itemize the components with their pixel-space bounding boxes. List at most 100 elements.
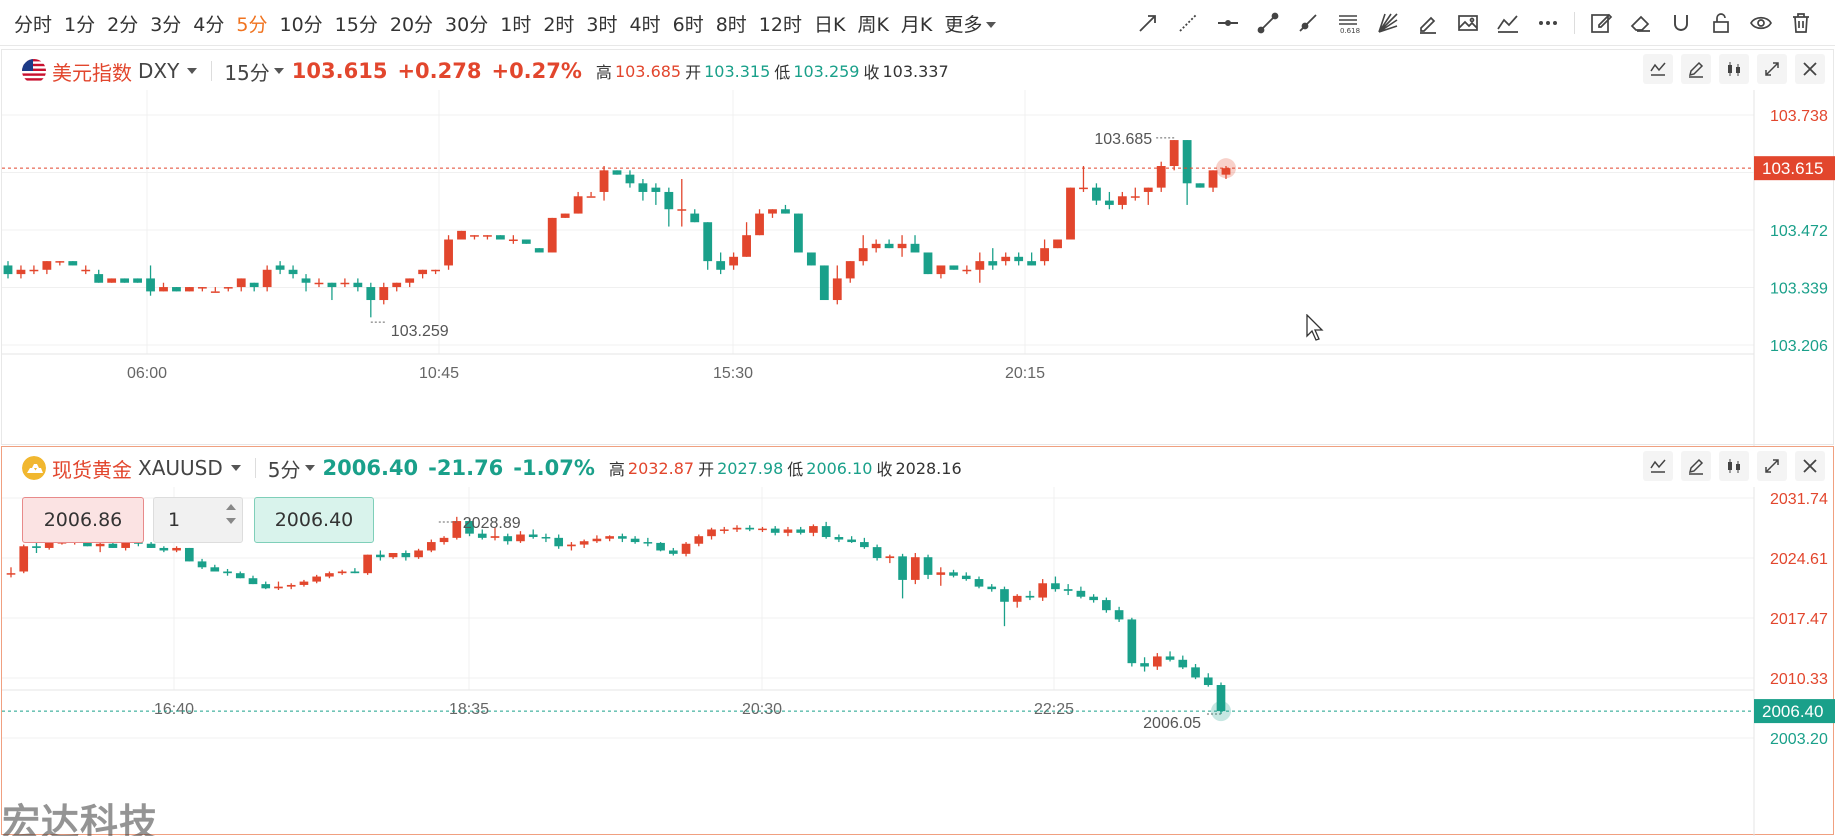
period-16[interactable]: 12时 (758, 13, 802, 36)
magnet-icon[interactable] (1661, 3, 1701, 43)
close-icon[interactable] (1795, 54, 1825, 84)
symbol-name: 美元指数 (52, 60, 132, 85)
buy-price-button[interactable]: 2006.40 (254, 497, 374, 543)
symbol-code[interactable]: DXY (138, 59, 180, 83)
increment-icon[interactable] (226, 504, 236, 510)
period-3[interactable]: 3分 (150, 13, 182, 36)
candle-body (312, 576, 322, 582)
candle-body (3, 265, 13, 275)
sell-price-button[interactable]: 2006.86 (22, 497, 144, 543)
maximize-icon[interactable] (1757, 451, 1787, 481)
candle-body (108, 543, 118, 548)
period-13[interactable]: 4时 (629, 13, 661, 36)
interval-selector[interactable]: 5分 (267, 457, 301, 482)
arrow-line-icon[interactable] (1128, 3, 1168, 43)
candle-style-icon[interactable] (1719, 451, 1749, 481)
current-price-badge (1754, 156, 1835, 181)
period-5[interactable]: 5分 (236, 13, 268, 36)
indicator-icon[interactable] (1643, 451, 1673, 481)
eye-icon[interactable] (1741, 3, 1781, 43)
candle-body (974, 579, 984, 587)
candle-body (1114, 610, 1124, 620)
candle-body (949, 572, 958, 576)
more-periods-dropdown[interactable]: 更多 (944, 10, 996, 37)
pane-controls (1635, 54, 1825, 84)
ray-icon[interactable] (1288, 3, 1328, 43)
candle-body (987, 586, 997, 590)
candle-body (1040, 248, 1050, 262)
dxy-candlestick-chart[interactable]: 103.738103.605103.472103.339103.20606:00… (2, 50, 1835, 446)
candle-style-icon[interactable] (1719, 54, 1749, 84)
more-dots-icon[interactable] (1528, 3, 1568, 43)
period-11[interactable]: 2时 (543, 13, 575, 36)
candle-body (586, 196, 596, 198)
candle-body (353, 282, 363, 288)
candle-body (452, 521, 462, 538)
symbol-dropdown-icon[interactable] (187, 68, 198, 74)
trend-wave-icon[interactable] (1488, 3, 1528, 43)
period-19[interactable]: 月K (900, 13, 933, 36)
candle-body (235, 573, 245, 579)
period-15[interactable]: 8时 (715, 13, 747, 36)
period-18[interactable]: 周K (857, 13, 889, 36)
interval-dropdown-icon[interactable] (273, 68, 284, 74)
pencil-icon[interactable] (1681, 54, 1711, 84)
period-0[interactable]: 分时 (14, 13, 53, 36)
y-tick-label: 103.738 (1770, 108, 1828, 125)
decrement-icon[interactable] (226, 518, 236, 524)
period-9[interactable]: 30分 (445, 13, 489, 36)
candle-body (95, 543, 105, 547)
close-icon[interactable] (1795, 451, 1825, 481)
dxy-chart-pane[interactable]: 103.738103.605103.472103.339103.20606:00… (1, 49, 1835, 446)
candle-body (729, 256, 739, 266)
candle-body (261, 584, 271, 589)
eraser-icon[interactable] (1621, 3, 1661, 43)
pencil-icon[interactable] (1681, 451, 1711, 481)
candle-body (477, 533, 487, 538)
lock-icon[interactable] (1701, 3, 1741, 43)
indicator-icon[interactable] (1643, 54, 1673, 84)
gold-chart-pane[interactable]: 2031.74 2024.61 2017.47 2010.33 2003.20 16:40… (1, 446, 1835, 836)
period-selector: 分时 1分 2分 3分 4分 5分 10分 15分 20分 30分 1时 2时 3时 4时 6时 8时 12时日… (14, 0, 1008, 46)
period-12[interactable]: 3时 (586, 13, 618, 36)
candle-body (936, 572, 946, 575)
trash-icon[interactable] (1781, 3, 1821, 43)
legend-divider (211, 61, 213, 81)
candle-body (819, 265, 829, 301)
interval-selector[interactable]: 15分 (224, 60, 270, 85)
dashed-line-icon[interactable] (1168, 3, 1208, 43)
period-10[interactable]: 1时 (500, 13, 532, 36)
image-icon[interactable] (1448, 3, 1488, 43)
candle-body (796, 529, 806, 533)
quantity-stepper[interactable] (153, 497, 243, 543)
segment-icon[interactable] (1248, 3, 1288, 43)
symbol-dropdown-icon[interactable] (230, 465, 241, 471)
candle-body (197, 561, 207, 568)
period-4[interactable]: 4分 (193, 13, 225, 36)
period-1[interactable]: 1分 (64, 13, 96, 36)
symbol-code[interactable]: XAUUSD (138, 456, 223, 480)
candle-body (1063, 589, 1073, 591)
maximize-icon[interactable] (1757, 54, 1787, 84)
gold-legend: 现货黄金 XAUUSD 5分 2006.40 -21.76 -1.07% 高 2… (2, 447, 1833, 489)
y-tick-label: 103.472 (1770, 223, 1828, 240)
marker-pen-icon[interactable] (1408, 3, 1448, 43)
period-8[interactable]: 20分 (389, 13, 434, 36)
candle-body (495, 235, 505, 240)
candle-body (1092, 187, 1101, 201)
gann-fan-icon[interactable] (1368, 3, 1408, 43)
period-6[interactable]: 10分 (279, 13, 323, 36)
period-17[interactable]: 日K (813, 13, 846, 36)
edit-note-icon[interactable] (1581, 3, 1621, 43)
low-label: 低 (774, 63, 791, 82)
gold-candlestick-chart[interactable]: 2031.74 2024.61 2017.47 2010.33 2003.20 16:40… (2, 447, 1835, 836)
candle-body (248, 578, 258, 585)
horizontal-line-icon[interactable] (1208, 3, 1248, 43)
period-2[interactable]: 2分 (107, 13, 139, 36)
fibonacci-icon[interactable]: 0.618 (1328, 3, 1368, 43)
interval-dropdown-icon[interactable] (304, 465, 315, 471)
candle-body (55, 261, 65, 263)
period-14[interactable]: 6时 (672, 13, 704, 36)
quantity-input[interactable] (168, 509, 218, 531)
period-7[interactable]: 15分 (334, 13, 378, 36)
